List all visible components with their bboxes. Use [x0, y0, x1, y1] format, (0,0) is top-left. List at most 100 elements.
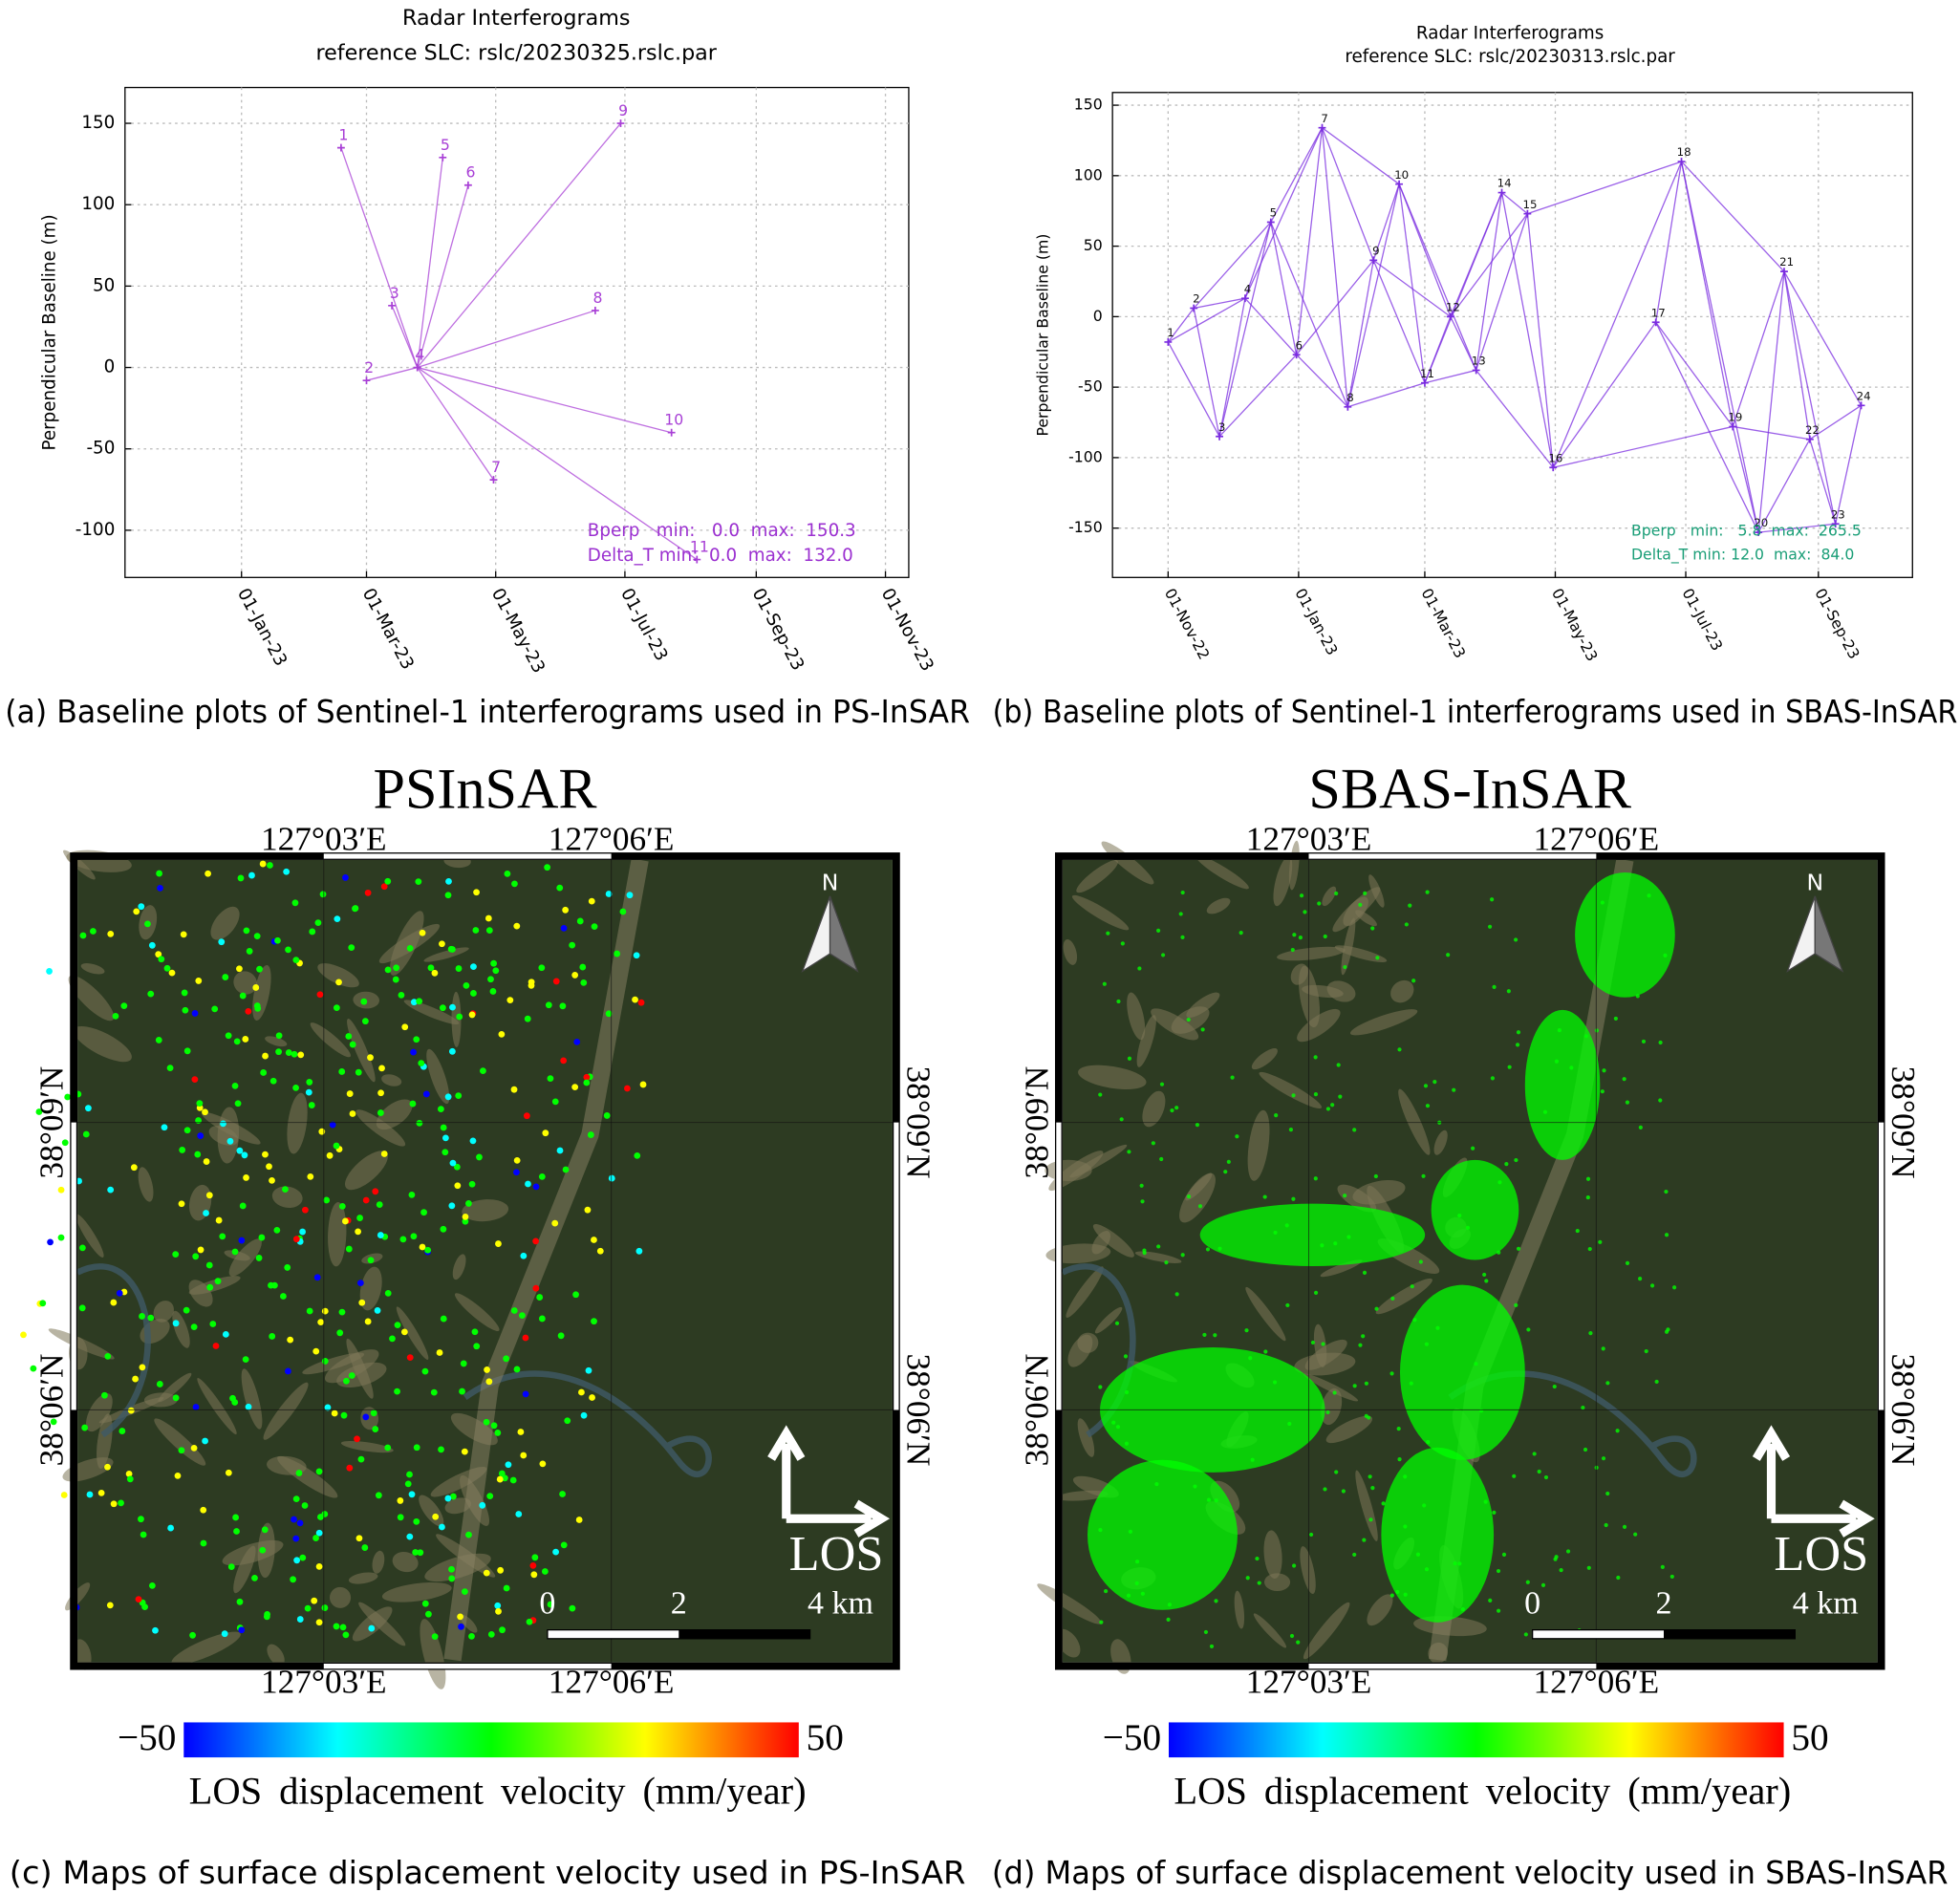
baseline-link	[1475, 192, 1503, 371]
los-arrow	[786, 1499, 891, 1538]
acquisition-point	[1369, 256, 1378, 265]
x-tick-label: 01-Nov-23	[877, 585, 937, 675]
acquisition-point	[1857, 401, 1865, 410]
colorbar	[1169, 1722, 1784, 1758]
los-label: LOS	[789, 1526, 884, 1581]
baseline-link	[1680, 161, 1759, 533]
chart-title: Radar Interferograms	[1416, 23, 1604, 43]
point-label: 11	[1420, 367, 1434, 380]
acquisition-point	[1549, 463, 1558, 472]
latitude-label: 38°09′N	[33, 1066, 71, 1179]
point-label: 5	[441, 136, 450, 154]
north-label: N	[1806, 869, 1823, 895]
satellite-image	[77, 859, 893, 1663]
longitude-label: 127°03′E	[261, 1663, 387, 1700]
baseline-link	[1757, 271, 1785, 533]
acquisition-point	[388, 301, 397, 310]
scale-label: 2	[671, 1586, 687, 1622]
point-label: 7	[1321, 112, 1328, 125]
acquisition-point	[1446, 312, 1454, 321]
baseline-link	[1655, 321, 1734, 427]
baseline-link	[1168, 297, 1246, 343]
baseline-chart: Radar Interferograms reference SLC: rslc/…	[993, 23, 1958, 730]
acquisition-point	[616, 119, 625, 127]
baseline-link	[1500, 192, 1554, 468]
scale-bar	[1663, 1629, 1796, 1639]
acquisition-point	[693, 555, 701, 564]
longitude-label: 127°03′E	[1246, 1663, 1372, 1700]
baseline-link	[1167, 308, 1195, 343]
north-label: N	[822, 869, 839, 895]
baseline-link	[417, 157, 443, 368]
x-tick-label: 01-Jul-23	[1679, 585, 1727, 654]
baseline-link	[1372, 183, 1400, 261]
baseline-link	[1809, 439, 1837, 525]
point-label: 6	[466, 163, 476, 182]
panel-caption: (d) Maps of surface displacement velocit…	[992, 1855, 1949, 1891]
longitude-label: 127°06′E	[549, 1663, 675, 1700]
latitude-label: 38°09′N	[1885, 1066, 1922, 1179]
x-tick-label: 01-May-23	[1548, 585, 1602, 664]
point-label: 6	[1296, 338, 1303, 352]
baseline-link	[1218, 222, 1272, 437]
baseline-link	[1398, 183, 1477, 371]
acquisition-point	[1344, 402, 1352, 411]
measurement-points	[1087, 871, 1677, 1649]
point-label: 8	[1346, 391, 1354, 404]
point-label: 2	[1193, 292, 1199, 306]
panel-caption: (b) Baseline plots of Sentinel-1 interfe…	[993, 694, 1958, 730]
latitude-label: 38°09′N	[899, 1066, 937, 1179]
point-label: 20	[1754, 516, 1768, 529]
acquisition-point	[1395, 180, 1404, 188]
baseline-link	[1757, 439, 1811, 533]
acquisition-point	[1190, 304, 1198, 312]
point-label: 15	[1523, 198, 1538, 211]
baseline-link	[1552, 321, 1657, 468]
baseline-link	[1270, 127, 1324, 223]
plot-area	[124, 86, 910, 578]
acquisition-point	[1805, 435, 1814, 443]
panel-caption: (a) Baseline plots of Sentinel-1 interfe…	[5, 694, 970, 730]
baseline-link	[1424, 192, 1503, 383]
scale-label: 4 km	[1793, 1586, 1859, 1622]
baseline-link	[1681, 161, 1785, 272]
longitude-label: 127°06′E	[1534, 821, 1660, 858]
los-arrow	[1752, 1425, 1791, 1519]
latitude-label: 38°06′N	[1885, 1353, 1922, 1466]
y-axis-label: Perpendicular Baseline (m)	[1034, 234, 1052, 437]
stats-annotation: Delta_T min: 12.0 max: 84.0	[1631, 545, 1854, 564]
y-tick-label: 100	[1074, 165, 1103, 183]
x-tick-label: 01-Jan-23	[1291, 585, 1342, 657]
baseline-link	[1398, 183, 1426, 383]
map-title: SBAS-InSAR	[1308, 758, 1632, 822]
point-label: 22	[1805, 423, 1820, 437]
valley	[443, 858, 649, 1662]
y-tick-label: 150	[81, 113, 115, 133]
baseline-link	[1346, 183, 1400, 407]
plot-area	[1111, 92, 1913, 578]
los-arrow	[1771, 1499, 1875, 1538]
baseline-link	[1193, 222, 1272, 309]
acquisition-point	[1266, 218, 1275, 226]
acquisition-point	[413, 363, 421, 372]
baseline-link	[1244, 127, 1324, 299]
baseline-link	[1372, 259, 1452, 317]
baseline-link	[1655, 321, 1759, 533]
river	[75, 1263, 712, 1477]
point-label: 4	[1244, 282, 1251, 295]
scale-label: 2	[1655, 1586, 1671, 1622]
stats-annotation: Bperp min: 5.8 max: 265.5	[1631, 521, 1862, 539]
baseline-link	[340, 147, 419, 368]
stats-annotation: Bperp min: 0.0 max: 150.3	[588, 521, 856, 541]
baseline-link	[1655, 161, 1683, 323]
acquisition-point	[1497, 188, 1506, 197]
acquisition-point	[439, 153, 447, 161]
baseline-link	[1244, 297, 1298, 355]
baseline-link	[1501, 192, 1528, 215]
longitude-label: 127°06′E	[1534, 1663, 1660, 1700]
point-label: 9	[618, 101, 628, 119]
baseline-link	[1783, 271, 1811, 440]
point-label: 18	[1677, 145, 1691, 159]
